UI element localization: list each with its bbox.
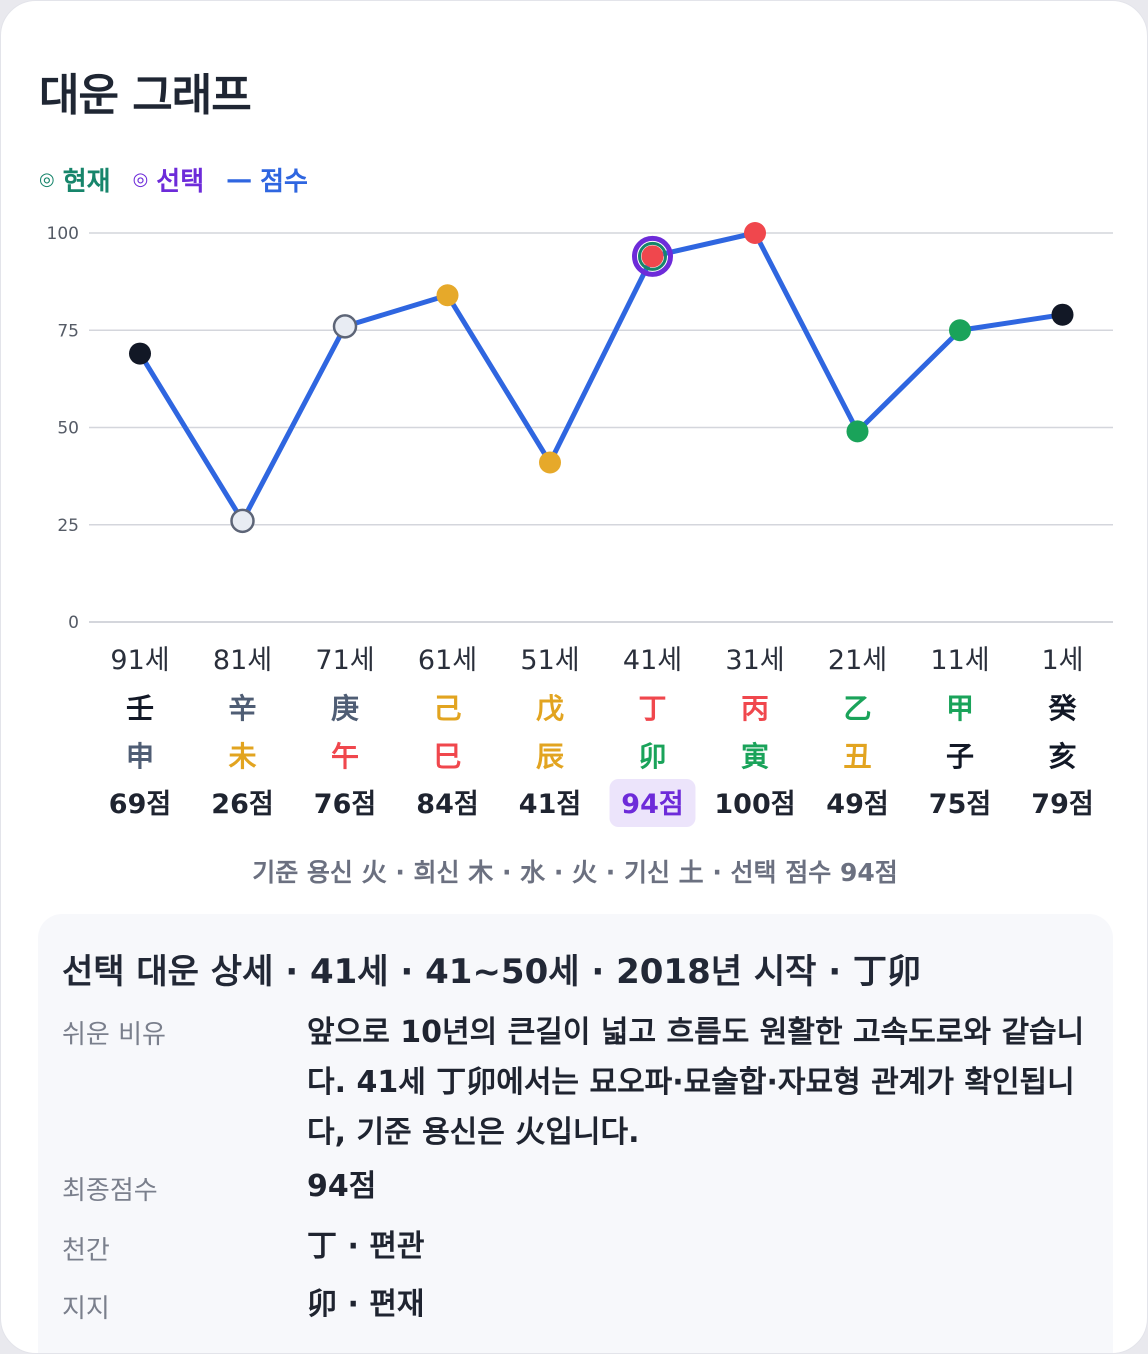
detail-value: 丁 · 편관 <box>307 1229 425 1264</box>
data-point <box>744 222 766 244</box>
detail-key: 최종점수 <box>62 1176 158 1206</box>
x-tick-label: 61세 <box>418 645 477 676</box>
x-tick-label: 1세 <box>1041 645 1083 676</box>
legend-item-current: ◎ 현재 <box>39 161 111 198</box>
data-point <box>846 420 869 443</box>
legend-item-selected: ◎ 선택 <box>133 161 205 198</box>
detail-value: 앞으로 10년의 큰길이 넓고 흐름도 원활한 고속도로와 같습니다. 41세 … <box>307 1015 1085 1150</box>
x-tick-label: 91세 <box>110 645 169 676</box>
y-tick-label: 75 <box>57 321 79 341</box>
earthly-branch-label: 申 <box>126 740 154 773</box>
detail-key: 쉬운 비유 <box>62 1020 166 1050</box>
x-tick-label: 51세 <box>520 645 579 676</box>
score-line-chart: 0 25 50 75 100 91세 壬申 69점 81세 辛未 26점 71세 庚午 76점 61세 己巳 8… <box>47 222 1113 827</box>
earthly-branch-label: 亥 <box>1048 740 1076 773</box>
detail-value: 卯 · 편재 <box>307 1287 425 1322</box>
detail-key: 지지 <box>62 1294 110 1324</box>
score-label: 76점 <box>314 789 376 820</box>
heavenly-stem-label: 癸 <box>1047 692 1076 725</box>
legend-item-score: — 점수 <box>226 161 308 198</box>
x-tick-label: 41세 <box>623 645 682 676</box>
y-tick-label: 100 <box>47 224 79 244</box>
heavenly-stem-label: 庚 <box>331 692 359 725</box>
score-label: 69점 <box>109 789 171 820</box>
score-label: 49점 <box>826 789 888 820</box>
x-tick-label: 31세 <box>725 645 784 676</box>
heavenly-stem-label: 甲 <box>946 692 974 725</box>
earthly-branch-label: 午 <box>331 740 359 773</box>
score-label: 75점 <box>929 789 991 820</box>
x-tick-label: 71세 <box>315 645 374 676</box>
x-tick-label: 81세 <box>213 645 272 676</box>
data-point <box>641 245 664 268</box>
line-dash-icon: — <box>226 164 253 195</box>
heavenly-stem-label: 己 <box>433 692 461 725</box>
score-label: 84점 <box>416 789 478 820</box>
heavenly-stem-label: 壬 <box>126 692 154 725</box>
selected-ring-icon: ◎ <box>132 169 149 190</box>
data-point <box>539 451 561 474</box>
earthly-branch-label: 辰 <box>536 740 564 773</box>
detail-value: 94점 <box>307 1169 377 1204</box>
current-ring-icon: ◎ <box>39 169 55 190</box>
x-tick-label: 11세 <box>930 645 989 676</box>
earthly-branch-label: 卯 <box>638 740 666 773</box>
y-tick-label: 0 <box>68 613 79 633</box>
score-label: 26점 <box>211 789 273 820</box>
data-point <box>332 314 358 339</box>
legend-label-score: 점수 <box>260 167 308 197</box>
x-tick-label: 21세 <box>828 645 887 676</box>
data-point <box>949 319 971 342</box>
heavenly-stem-label: 辛 <box>228 692 256 725</box>
legend-label-current: 현재 <box>62 167 111 197</box>
earthly-branch-label: 巳 <box>433 740 461 773</box>
heavenly-stem-label: 丙 <box>741 692 769 725</box>
selected-score-highlight <box>609 779 696 827</box>
earthly-branch-label: 丑 <box>843 740 871 773</box>
score-label: 94점 <box>621 789 683 820</box>
detail-key: 천간 <box>62 1236 110 1266</box>
score-label: 41점 <box>519 789 581 820</box>
data-point <box>230 508 255 534</box>
detail-heading: 선택 대운 상세 · 41세 · 41~50세 · 2018년 시작 · 丁卯 <box>62 952 922 992</box>
score-label: 100점 <box>714 789 795 820</box>
heavenly-stem-label: 丁 <box>638 692 666 725</box>
y-tick-label: 50 <box>57 419 79 439</box>
chart-footnote: 기준 용신 火 · 희신 木 · 水 · 火 · 기신 土 · 선택 점수 94… <box>252 858 898 887</box>
heavenly-stem-label: 乙 <box>843 692 871 725</box>
current-point-ring <box>638 241 667 271</box>
data-point <box>436 284 459 307</box>
score-line <box>137 230 1065 524</box>
earthly-branch-label: 寅 <box>741 740 769 773</box>
score-label: 79점 <box>1031 789 1093 820</box>
heavenly-stem-label: 戊 <box>536 692 564 725</box>
data-point <box>129 342 151 365</box>
page-title: 대운 그래프 <box>39 70 252 121</box>
legend-label-selected: 선택 <box>156 167 205 197</box>
y-tick-label: 25 <box>57 516 79 536</box>
selected-point-ring <box>632 235 673 277</box>
selected-dayun-detail-panel: 선택 대운 상세 · 41세 · 41~50세 · 2018년 시작 · 丁卯 … <box>38 914 1113 1353</box>
chart-legend: ◎ 현재 ◎ 선택 — 점수 <box>39 161 308 198</box>
data-point <box>1051 303 1074 326</box>
earthly-branch-label: 未 <box>228 740 256 773</box>
earthly-branch-label: 子 <box>946 740 974 773</box>
